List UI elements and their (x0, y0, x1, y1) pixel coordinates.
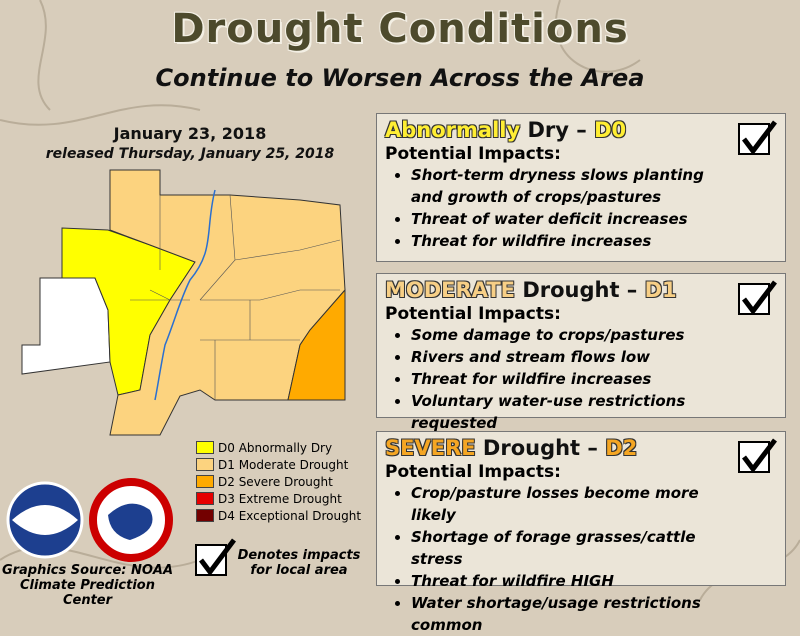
impact-list: Crop/pasture losses become more likelySh… (385, 482, 777, 636)
impact-item: Crop/pasture losses become more likely (411, 482, 777, 526)
legend-label: D2 Severe Drought (218, 474, 333, 489)
impact-item: Threat for wildfire HIGH (411, 570, 777, 592)
source: Graphics Source: NOAA Climate Prediction… (0, 563, 175, 608)
background-map (0, 0, 800, 600)
legend-swatch (196, 509, 214, 522)
impact-item: Water shortage/usage restrictions common (411, 592, 777, 636)
impact-list: Some damage to crops/pasturesRivers and … (385, 324, 777, 434)
checkmark (738, 280, 777, 316)
note: Denotes impacts for local area (234, 548, 364, 578)
subtitle: Continue to Worsen Across the Area (155, 64, 645, 92)
checkmark (738, 438, 777, 474)
legend-swatch (196, 441, 214, 454)
heading-code: D0 (594, 118, 627, 142)
panel-heading: Abnormally Dry – D0 (385, 118, 777, 142)
legend-item: D4 Exceptional Drought (196, 507, 361, 524)
map-date: January 23, 2018 (113, 124, 267, 143)
legend-item: D0 Abnormally Dry (196, 439, 361, 456)
source-line: Climate Prediction Center (19, 578, 155, 608)
heading-code: D2 (605, 436, 638, 460)
legend-item: D3 Extreme Drought (196, 490, 361, 507)
legend-item: D1 Moderate Drought (196, 456, 361, 473)
legend-swatch (196, 492, 214, 505)
panel-subheading: Potential Impacts: (385, 304, 561, 324)
heading-code: D1 (644, 278, 677, 302)
heading-level: MODERATE (385, 278, 515, 302)
heading-text: Dry – (527, 118, 587, 142)
page: Drought Conditions Continue to Worsen Ac… (0, 0, 800, 600)
legend-label: D4 Exceptional Drought (218, 508, 362, 523)
impact-item: Voluntary water-use restrictions request… (411, 390, 777, 434)
impact-item: Threat of water deficit increases (411, 208, 777, 230)
impact-item: Shortage of forage grasses/cattle stress (411, 526, 777, 570)
legend-label: D1 Moderate Drought (218, 457, 349, 472)
note-line: for local area (250, 563, 348, 578)
legend-swatch (196, 458, 214, 471)
heading-level: Abnormally (385, 118, 521, 142)
impact-item: Some damage to crops/pastures (411, 324, 777, 346)
legend-swatch (196, 475, 214, 488)
impact-item: Threat for wildfire increases (411, 230, 777, 252)
impact-item: Short-term dryness slows planting and gr… (411, 164, 777, 208)
impact-list: Short-term dryness slows planting and gr… (385, 164, 777, 252)
legend: D0 Abnormally Dry D1 Moderate Drought D2 S… (196, 439, 361, 524)
panel-subheading: Potential Impacts: (385, 462, 561, 482)
note-line: Denotes impacts (237, 548, 361, 563)
panel-subheading: Potential Impacts: (385, 144, 561, 164)
legend-label: D0 Abnormally Dry (218, 440, 333, 455)
checkmark (738, 120, 777, 156)
impact-item: Rivers and stream flows low (411, 346, 777, 368)
heading-level: SEVERE (385, 436, 476, 460)
heading-text: Drought – (522, 278, 638, 302)
panel-heading: MODERATE Drought – D1 (385, 278, 777, 302)
legend-label: D3 Extreme Drought (218, 491, 342, 506)
source-line: Graphics Source: NOAA (1, 563, 174, 578)
impact-item: Threat for wildfire increases (411, 368, 777, 390)
map-released: released Thursday, January 25, 2018 (45, 146, 335, 162)
title: Drought Conditions (171, 6, 629, 52)
legend-item: D2 Severe Drought (196, 473, 361, 490)
panel-heading: SEVERE Drought – D2 (385, 436, 777, 460)
heading-text: Drought – (482, 436, 598, 460)
